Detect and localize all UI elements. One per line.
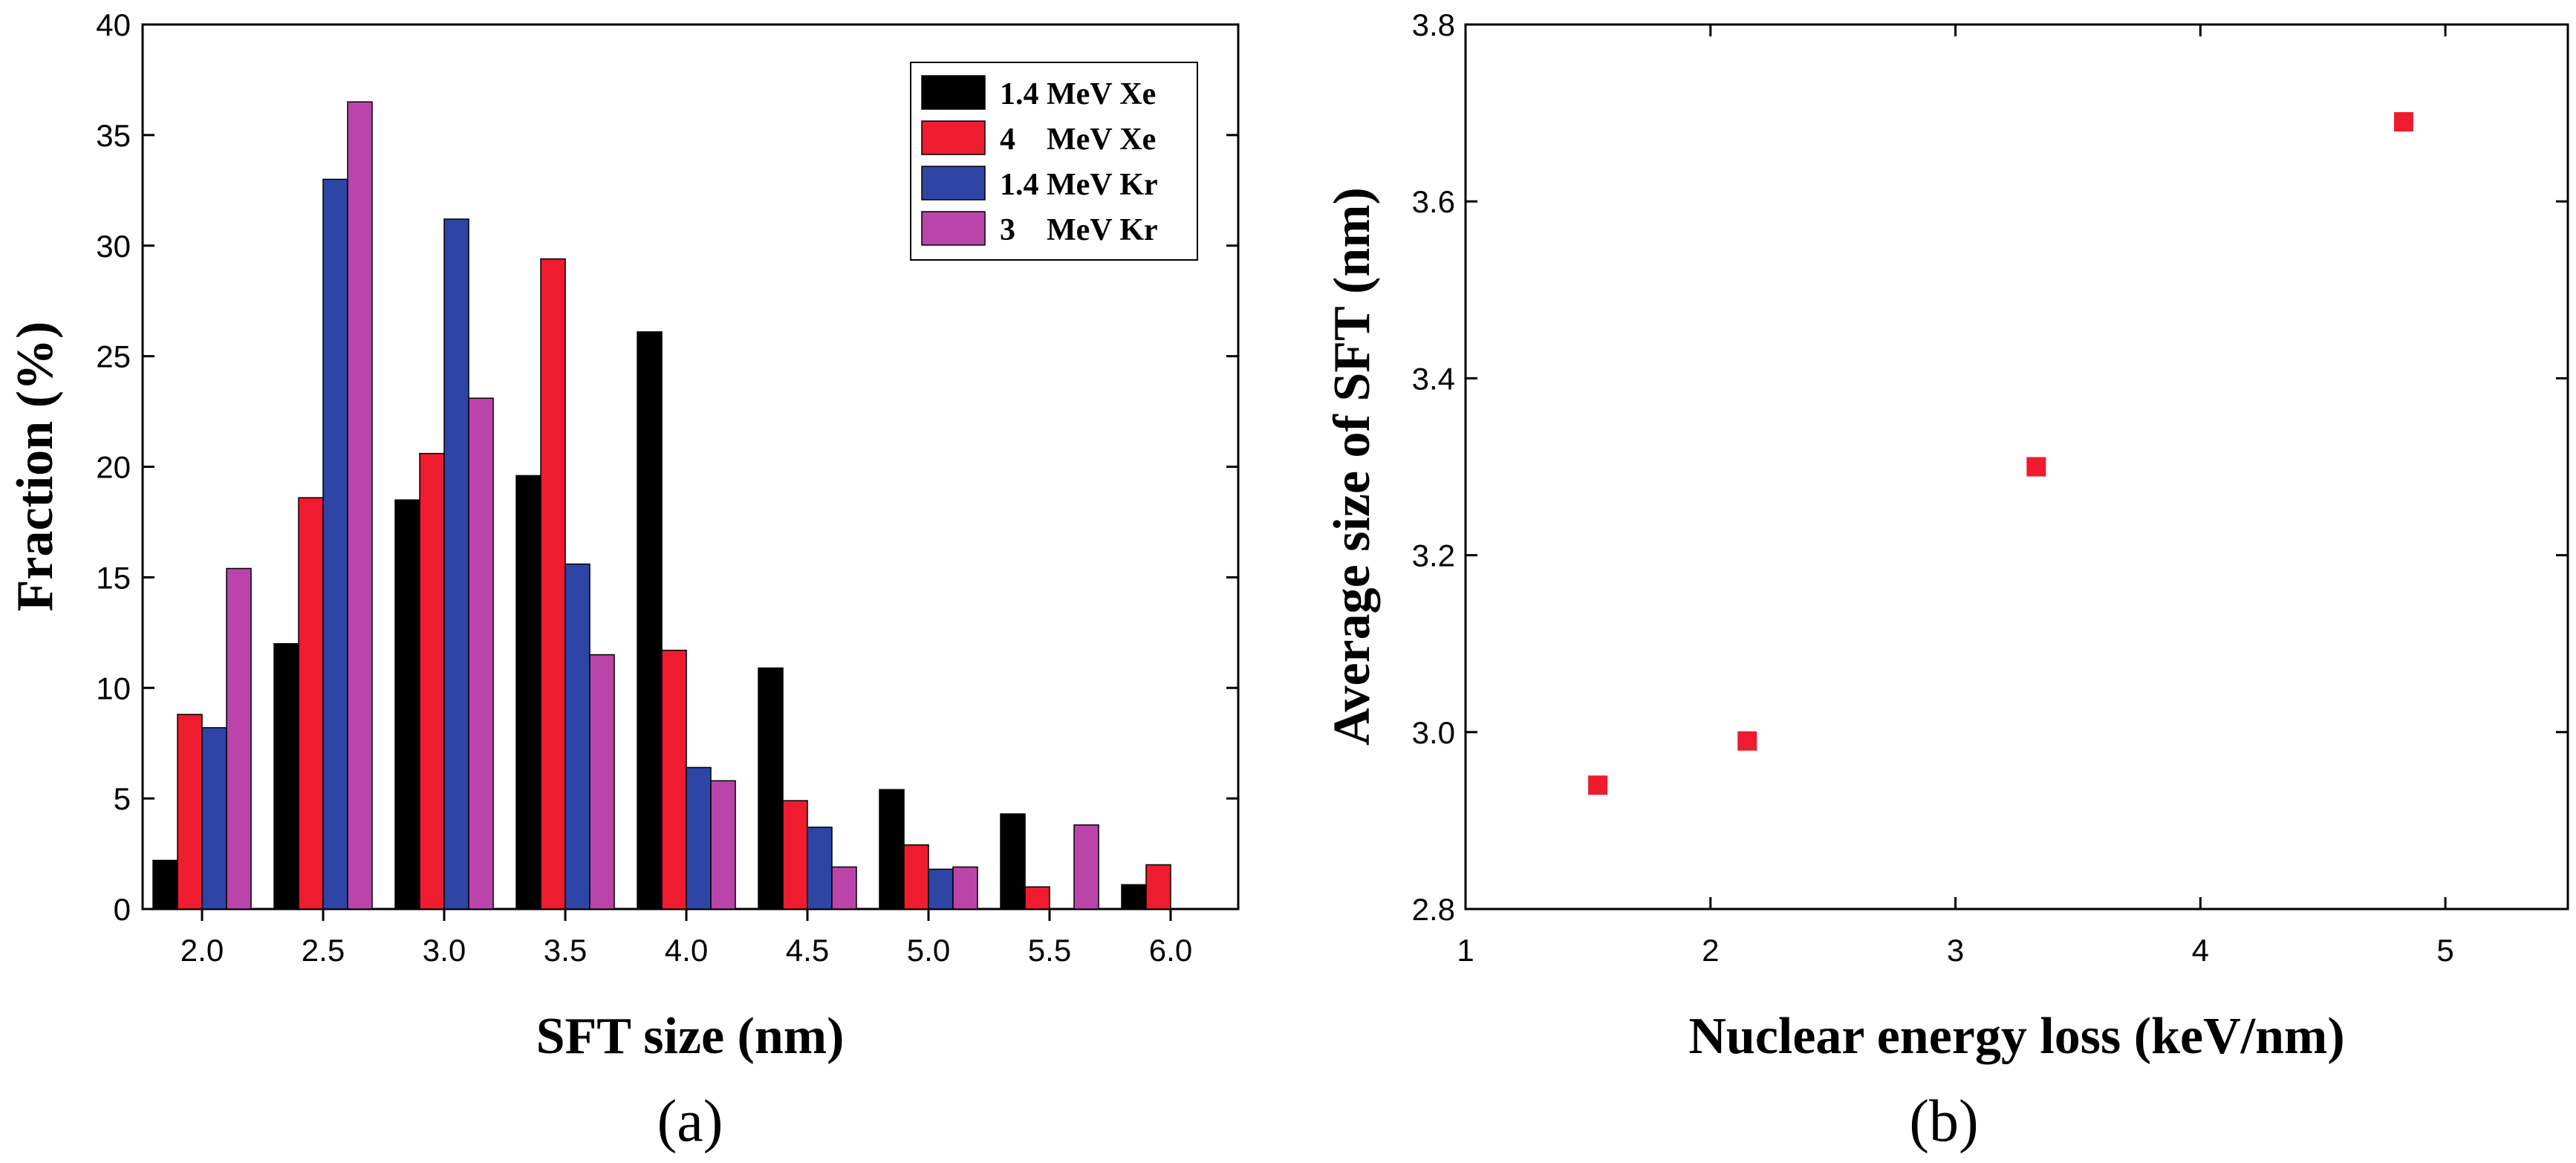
bar <box>226 567 252 910</box>
bar <box>1121 884 1147 910</box>
x-tick-label: 5 <box>2436 933 2453 968</box>
data-point <box>2394 112 2414 132</box>
bar <box>782 800 808 910</box>
legend-swatch <box>921 211 986 246</box>
y-tick-label: 25 <box>96 339 131 374</box>
bar-group <box>152 101 1171 910</box>
bar <box>661 649 687 910</box>
bar <box>298 497 324 910</box>
bar <box>443 218 469 910</box>
x-tick-label: 4 <box>2192 933 2209 968</box>
legend-swatch <box>921 75 986 110</box>
x-tick-label: 5.5 <box>1028 933 1071 968</box>
y-tick-label: 5 <box>114 781 131 816</box>
panel-label-b: (b) <box>1909 1089 1978 1154</box>
bar <box>903 844 929 910</box>
bar <box>831 866 857 910</box>
bar <box>419 452 445 910</box>
bar <box>515 475 541 910</box>
y-axis-label: Average size of SFT (nm) <box>1324 187 1381 746</box>
y-tick-label: 3.2 <box>1412 538 1455 573</box>
bar <box>952 866 978 910</box>
y-axis-ticks: 0 5 10 15 20 25 30 35 40 <box>96 7 1238 927</box>
x-axis-ticks: 2.0 2.5 3.0 3.5 4.0 4.5 5.0 5.5 6.0 <box>180 909 1192 968</box>
y-tick-label: 20 <box>96 450 131 485</box>
x-tick-label: 3 <box>1947 933 1964 968</box>
data-point <box>1737 731 1757 751</box>
legend-swatch <box>921 166 986 201</box>
x-tick-label: 3.0 <box>423 933 466 968</box>
bar <box>177 714 203 910</box>
x-tick-label: 1 <box>1457 933 1474 968</box>
legend-label: 1.4 MeV Kr <box>1000 168 1158 202</box>
bar <box>928 868 954 910</box>
y-tick-label: 3.6 <box>1412 184 1455 219</box>
legend-label: 4 MeV Xe <box>1000 123 1156 157</box>
y-axis-label: Fraction (%) <box>7 322 64 612</box>
x-tick-label: 2 <box>1702 933 1719 968</box>
legend-label: 3 MeV Kr <box>1000 213 1158 247</box>
bar <box>152 859 178 910</box>
y-tick-label: 15 <box>96 560 131 595</box>
bar <box>589 654 615 910</box>
x-axis-label: SFT size (nm) <box>536 1008 845 1065</box>
bar <box>686 766 712 910</box>
plot-area-b <box>1464 23 2569 910</box>
x-tick-label: 3.5 <box>544 933 587 968</box>
y-tick-label: 10 <box>96 671 131 706</box>
data-point <box>2026 457 2046 477</box>
x-axis-ticks: 1 2 3 4 5 <box>1457 25 2454 968</box>
y-tick-label: 3.4 <box>1412 361 1455 396</box>
bar <box>468 397 494 910</box>
x-tick-label: 4.0 <box>665 933 708 968</box>
y-tick-label: 30 <box>96 229 131 264</box>
y-tick-label: 3.0 <box>1412 715 1455 750</box>
bar <box>807 827 833 910</box>
point-group <box>1588 112 2414 795</box>
legend-swatch <box>921 120 986 155</box>
x-axis-label: Nuclear energy loss (keV/nm) <box>1688 1008 2344 1065</box>
bar <box>322 178 348 910</box>
y-tick-label: 2.8 <box>1412 892 1455 927</box>
bar <box>879 789 905 910</box>
bar <box>540 258 566 910</box>
bar <box>347 101 373 910</box>
panel-label-a: (a) <box>657 1089 723 1154</box>
bar <box>273 642 299 910</box>
bar <box>1145 864 1171 910</box>
x-tick-label: 4.5 <box>786 933 829 968</box>
bar <box>565 563 591 910</box>
legend-label: 1.4 MeV Xe <box>1000 77 1156 111</box>
bar <box>1073 824 1099 910</box>
x-tick-label: 5.0 <box>907 933 950 968</box>
bar <box>1000 813 1026 910</box>
y-tick-label: 0 <box>114 892 131 927</box>
bar <box>758 667 784 910</box>
y-tick-label: 40 <box>96 7 131 42</box>
bar-chart-panel-a: 0 5 10 15 20 25 30 35 40 2.0 2.5 3.0 3.5 4.0 4.5 5.0 5.… <box>7 7 1240 1154</box>
bar <box>201 727 227 910</box>
bar <box>394 499 420 910</box>
y-axis-ticks: 2.8 3.0 3.2 3.4 3.6 3.8 <box>1412 7 2568 927</box>
x-tick-label: 6.0 <box>1149 933 1192 968</box>
y-tick-label: 3.8 <box>1412 7 1455 42</box>
x-tick-label: 2.0 <box>180 933 224 968</box>
data-point <box>1588 775 1608 795</box>
bar <box>1024 886 1050 910</box>
legend: 1.4 MeV Xe 4 MeV Xe 1.4 MeV Kr 3 MeV Kr <box>910 62 1198 261</box>
bar <box>637 331 663 910</box>
scatter-chart-panel-b: 2.8 3.0 3.2 3.4 3.6 3.8 1 2 3 4 5 Nuclear energy … <box>1324 7 2569 1154</box>
y-tick-label: 35 <box>96 118 131 153</box>
bar <box>710 780 736 910</box>
x-tick-label: 2.5 <box>302 933 345 968</box>
